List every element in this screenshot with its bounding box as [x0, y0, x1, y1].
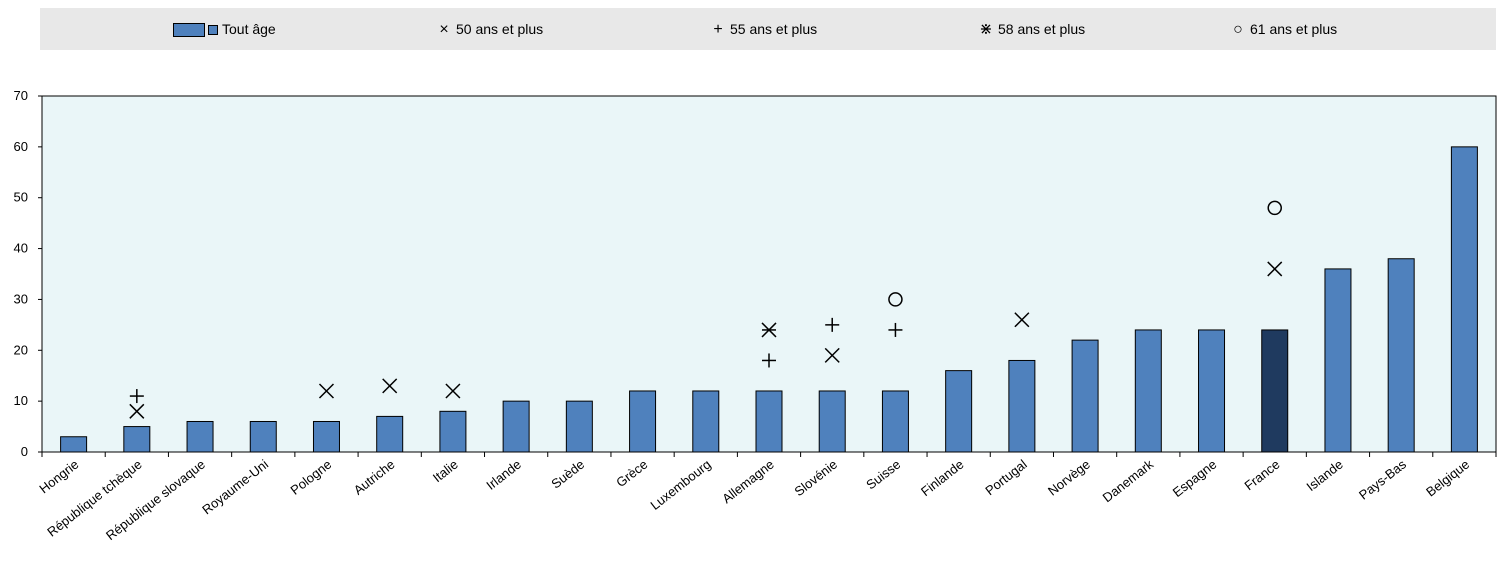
y-tick-label: 30	[14, 291, 28, 306]
marker-50-ans	[1014, 312, 1030, 328]
bar	[186, 420, 214, 453]
bar	[1387, 258, 1415, 453]
y-tick-label: 10	[14, 393, 28, 408]
bar	[1450, 146, 1478, 453]
bar	[629, 390, 657, 453]
bar	[692, 390, 720, 453]
x-tick-label: Luxembourg	[647, 457, 713, 513]
x-tick-label: Hongrie	[36, 457, 81, 497]
marker-50-ans	[382, 378, 398, 394]
legend-label-58-ans: 58 ans et plus	[998, 21, 1086, 37]
bar	[1008, 359, 1036, 453]
x-tick-label: Pays-Bas	[1356, 456, 1409, 502]
x-tick-label: Suisse	[863, 457, 903, 493]
x-mark-icon: ×	[439, 21, 449, 38]
x-tick-label: Slovénie	[792, 457, 841, 500]
marker-61-ans	[1267, 200, 1282, 216]
bar	[312, 420, 340, 453]
bar	[755, 390, 783, 453]
marker-50-ans	[824, 347, 840, 363]
bar	[60, 436, 88, 453]
marker-61-ans	[888, 292, 903, 307]
x-tick-label: Grèce	[613, 457, 650, 491]
legend-item-58-ans: ⋇ 58 ans et plus	[978, 8, 1085, 50]
circle-mark-icon: ○	[1233, 21, 1243, 38]
y-tick-label: 40	[14, 241, 28, 256]
bar	[1134, 329, 1162, 453]
y-tick-label: 60	[14, 139, 28, 154]
x-tick-label: Danemark	[1100, 456, 1157, 505]
marker-50-ans	[318, 383, 335, 399]
y-tick-label: 70	[14, 88, 28, 103]
x-tick-label: Suède	[548, 457, 587, 492]
bar	[1198, 329, 1226, 453]
x-tick-label: Portugal	[982, 456, 1029, 498]
legend-item-55-ans: +55 ans et plus	[710, 8, 817, 50]
y-tick-label: 50	[14, 190, 28, 205]
x-tick-label: Belgique	[1423, 457, 1472, 500]
x-tick-label: Islande	[1304, 457, 1346, 495]
x-tick-label: Pologne	[287, 457, 334, 498]
bar	[502, 400, 530, 453]
legend-label-61-ans: 61 ans et plus	[1250, 21, 1338, 37]
asterisk-mark-icon: ⋇	[979, 21, 993, 38]
bar	[881, 390, 909, 453]
legend-bar-swatch-large	[173, 23, 205, 38]
x-tick-label: Autriche	[351, 457, 398, 498]
x-tick-label: Irlande	[483, 457, 524, 493]
legend-item-61-ans: ○ 61 ans et plus	[1230, 8, 1337, 50]
marker-50-ans	[445, 383, 461, 399]
legend-item-tout-age: Tout âge	[173, 8, 276, 50]
bar	[1071, 339, 1099, 453]
legend-label-55-ans: 55 ans et plus	[730, 21, 818, 37]
bar	[1324, 268, 1352, 453]
chart-legend: Tout âge × 50 ans et plus +55 ans et plus…	[40, 8, 1496, 50]
bar	[1261, 329, 1289, 453]
legend-item-50-ans: × 50 ans et plus	[436, 8, 543, 50]
marker-50-ans	[129, 403, 145, 419]
marker-50-ans	[1267, 261, 1283, 277]
legend-label-tout-age: Tout âge	[222, 21, 276, 37]
bar	[249, 420, 277, 453]
bar	[376, 415, 404, 453]
y-tick-label: 0	[21, 444, 28, 459]
x-tick-label: Italie	[430, 457, 461, 486]
x-tick-label: Allemagne	[719, 457, 777, 507]
bar	[818, 390, 846, 453]
bar	[123, 426, 151, 453]
x-tick-label: Finlande	[918, 457, 967, 500]
bar	[945, 370, 973, 453]
x-tick-label: Norvège	[1045, 457, 1093, 499]
x-tick-label: France	[1241, 457, 1282, 494]
plus-mark-icon: +	[713, 21, 723, 38]
bar	[565, 400, 593, 453]
legend-label-50-ans: 50 ans et plus	[456, 21, 544, 37]
bar	[439, 410, 467, 453]
y-tick-label: 20	[14, 342, 28, 357]
x-tick-label: Espagne	[1170, 457, 1220, 500]
x-tick-label: Royaume-Uni	[199, 456, 271, 517]
legend-bar-swatch-small	[208, 25, 218, 36]
